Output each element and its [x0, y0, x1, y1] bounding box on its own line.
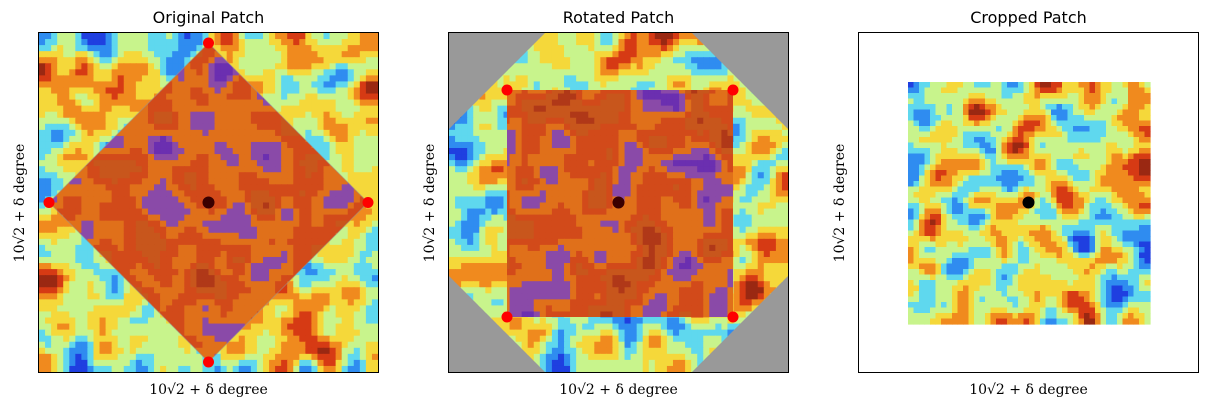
panel-title: Original Patch — [152, 8, 265, 27]
cropped-field — [908, 82, 1151, 325]
corner-marker — [727, 84, 739, 96]
plot-area-cropped — [858, 32, 1199, 373]
plot-area-rotated — [448, 32, 789, 373]
x-axis-label: 10√2 + δ degree — [969, 382, 1088, 398]
corner-marker — [43, 197, 55, 208]
x-axis-label: 10√2 + δ degree — [559, 382, 678, 398]
corner-marker — [501, 311, 513, 323]
corner-marker — [501, 84, 513, 96]
panel-original: Original Patch 10√2 + δ degree 10√2 + δ … — [0, 0, 420, 411]
corner-marker — [362, 197, 374, 208]
center-marker — [202, 196, 215, 209]
corner-marker — [727, 311, 739, 323]
center-marker — [1022, 196, 1035, 209]
highlighted-region — [507, 90, 733, 317]
rotated-patch-map — [449, 33, 788, 372]
original-patch-map — [39, 33, 378, 372]
cropped-patch-map — [908, 82, 1151, 325]
corner-marker — [203, 37, 214, 49]
panel-title: Cropped Patch — [970, 8, 1087, 27]
center-marker — [612, 196, 625, 209]
panel-cropped: Cropped Patch 10√2 + δ degree 10√2 + δ d… — [820, 0, 1209, 411]
x-axis-label: 10√2 + δ degree — [149, 382, 268, 398]
plot-area-original — [38, 32, 379, 373]
panel-title: Rotated Patch — [562, 8, 675, 27]
corner-marker — [203, 356, 214, 368]
panel-rotated: Rotated Patch 10√2 + δ degree 10√2 + δ d… — [410, 0, 830, 411]
